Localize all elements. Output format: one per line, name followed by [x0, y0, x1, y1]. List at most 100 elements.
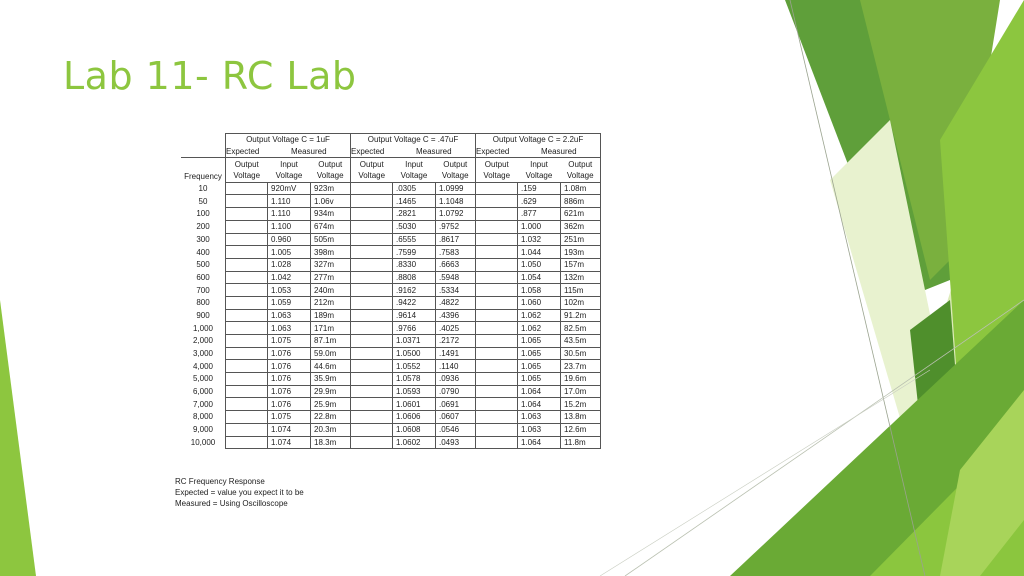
col-voltage-label: Voltage: [310, 170, 351, 183]
col-input-label: Input: [392, 157, 436, 171]
header-row-sub: Expected Measured Expected Measured Expected…: [181, 145, 601, 158]
frequency-cell: 500: [196, 260, 210, 270]
input-voltage-cell: 1.076: [267, 359, 311, 374]
input-voltage-cell: 1.042: [267, 270, 311, 285]
output-voltage-cell: 12.6m: [560, 422, 601, 437]
measured-label: Measured: [392, 145, 476, 158]
note-expected: Expected = value you expect it to be: [175, 488, 304, 497]
output-voltage-cell: 171m: [310, 321, 351, 335]
expected-cell: [475, 397, 518, 412]
expected-cell: [225, 397, 268, 412]
output-voltage-cell: .0493: [435, 435, 476, 450]
expected-label: Expected: [225, 145, 268, 158]
output-voltage-cell: 11.8m: [560, 435, 601, 450]
expected-cell: [475, 372, 518, 386]
input-voltage-cell: 1.064: [517, 384, 561, 399]
input-voltage-cell: 1.076: [267, 384, 311, 399]
note-title: RC Frequency Response: [175, 477, 265, 486]
input-voltage-cell: 1.075: [267, 334, 311, 348]
input-voltage-cell: .877: [517, 207, 561, 221]
input-voltage-cell: .2821: [392, 207, 436, 221]
table-row: 1,000 1.063 171m .9766.4025 1.062 82.5m: [181, 321, 601, 335]
expected-cell: [475, 283, 518, 297]
output-voltage-cell: 59.0m: [310, 346, 351, 361]
output-voltage-cell: 35.9m: [310, 372, 351, 386]
output-voltage-cell: 362m: [560, 219, 601, 234]
frequency-cell: 900: [196, 310, 210, 320]
output-voltage-cell: 115m: [560, 283, 601, 297]
measured-label: Measured: [267, 145, 351, 158]
output-voltage-cell: .7583: [435, 245, 476, 259]
input-voltage-cell: .1465: [392, 194, 436, 209]
input-voltage-cell: 1.074: [267, 422, 311, 437]
expected-cell: [225, 207, 268, 221]
expected-cell: [350, 384, 393, 399]
output-voltage-cell: .8617: [435, 232, 476, 247]
expected-cell: [225, 321, 268, 335]
table-row: 8,000 1.075 22.8m 1.0606.0607 1.063 13.8m: [181, 410, 601, 424]
output-voltage-cell: 23.7m: [560, 359, 601, 374]
frequency-label: Frequency: [184, 171, 222, 181]
col-voltage-label: Voltage: [350, 170, 393, 183]
expected-cell: [475, 334, 518, 348]
output-voltage-cell: 327m: [310, 257, 351, 272]
input-voltage-cell: 1.065: [517, 359, 561, 374]
table-row: 800 1.059 212m .9422.4822 1.060 102m: [181, 295, 601, 310]
frequency-cell: 600: [196, 272, 210, 282]
output-voltage-cell: 674m: [310, 219, 351, 234]
rc-data-table: Output Voltage C = 1uF Output Voltage C =…: [181, 132, 601, 450]
header-spacer: [181, 157, 226, 171]
frequency-cell: 9,000: [192, 425, 214, 435]
deco-shape-left-edge: [0, 300, 36, 576]
input-voltage-cell: 1.062: [517, 308, 561, 323]
expected-cell: [350, 308, 393, 323]
input-voltage-cell: 1.028: [267, 257, 311, 272]
input-voltage-cell: 1.063: [517, 422, 561, 437]
expected-cell: [350, 435, 393, 450]
output-voltage-cell: .0546: [435, 422, 476, 437]
output-voltage-cell: 102m: [560, 295, 601, 310]
expected-cell: [225, 410, 268, 424]
col-output-label: Output: [560, 157, 601, 171]
expected-cell: [475, 270, 518, 285]
expected-cell: [225, 346, 268, 361]
output-voltage-cell: 398m: [310, 245, 351, 259]
expected-cell: [350, 334, 393, 348]
output-voltage-cell: 240m: [310, 283, 351, 297]
output-voltage-cell: 505m: [310, 232, 351, 247]
header-spacer: [181, 134, 226, 146]
output-voltage-cell: 29.9m: [310, 384, 351, 399]
frequency-cell: 10,000: [190, 437, 216, 447]
output-voltage-cell: 82.5m: [560, 321, 601, 335]
output-voltage-cell: 621m: [560, 207, 601, 221]
table-row: 7,000 1.076 25.9m 1.0601.0691 1.064 15.2m: [181, 397, 601, 412]
expected-cell: [475, 422, 518, 437]
expected-cell: [225, 257, 268, 272]
expected-cell: [475, 219, 518, 234]
input-voltage-cell: 1.110: [267, 194, 311, 209]
note-measured: Measured = Using Oscilloscope: [175, 499, 288, 508]
output-voltage-cell: 1.1048: [435, 194, 476, 209]
input-voltage-cell: .8808: [392, 270, 436, 285]
col-voltage-label: Voltage: [475, 170, 518, 183]
header-row-col-bottom: Frequency Voltage Voltage Voltage Voltage Vol…: [181, 170, 601, 183]
output-voltage-cell: 886m: [560, 194, 601, 209]
deco-line-a: [789, 0, 926, 576]
input-voltage-cell: 1.110: [267, 207, 311, 221]
col-input-label: Input: [517, 157, 561, 171]
output-voltage-cell: .1140: [435, 359, 476, 374]
output-voltage-cell: 212m: [310, 295, 351, 310]
frequency-cell: 5,000: [192, 374, 214, 384]
table-row: 5,000 1.076 35.9m 1.0578.0936 1.065 19.6m: [181, 372, 601, 386]
col-voltage-label: Voltage: [275, 171, 303, 181]
expected-cell: [475, 308, 518, 323]
expected-cell: [225, 181, 268, 196]
table-row: 2,000 1.075 87.1m 1.0371.2172 1.065 43.5m: [181, 334, 601, 348]
deco-shape-bottom-highlight: [940, 390, 1024, 576]
output-voltage-cell: 157m: [560, 257, 601, 272]
input-voltage-cell: 1.100: [267, 219, 311, 234]
input-voltage-cell: 1.065: [517, 372, 561, 386]
expected-cell: [475, 321, 518, 335]
expected-cell: [475, 410, 518, 424]
expected-cell: [225, 245, 268, 259]
